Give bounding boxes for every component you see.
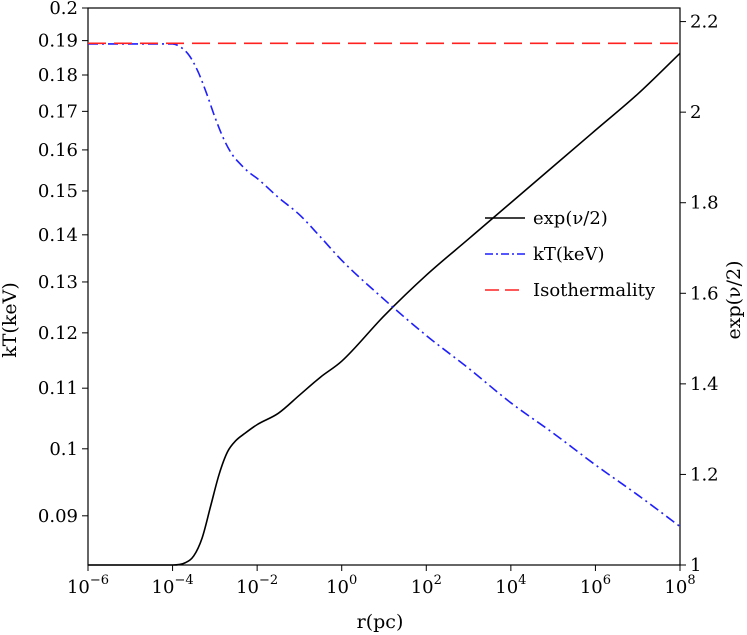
y-left-tick-label: 0.19 xyxy=(38,31,78,52)
y-left-tick-label: 0.11 xyxy=(38,378,78,399)
y-left-tick-label: 0.2 xyxy=(49,0,78,19)
y-axis-left: 0.09 0.1 0.11 0.12 0.13 0.14 0.15 0.16 0.17 0.18 0… xyxy=(38,0,88,527)
y-right-tick-label: 1.2 xyxy=(690,464,719,485)
y-right-tick-label: 1.4 xyxy=(690,374,719,395)
y-axis-left-title: kT(keV) xyxy=(0,282,21,358)
legend: exp(ν/2) kT(keV) Isothermality xyxy=(485,208,656,301)
plot-border xyxy=(87,7,681,566)
plot-frame xyxy=(87,7,681,566)
y-right-tick-label: 1.8 xyxy=(690,193,719,214)
x-tick-label: 108 xyxy=(664,573,695,598)
y-axis-right: 1 1.2 1.4 1.6 1.8 2 2.2 xyxy=(680,12,719,576)
x-tick-label: 10−2 xyxy=(236,573,278,598)
legend-label: kT(keV) xyxy=(533,244,605,265)
y-left-tick-label: 0.13 xyxy=(38,272,78,293)
y-left-tick-label: 0.1 xyxy=(49,439,78,460)
x-tick-label: 100 xyxy=(326,573,357,598)
y-axis-right-title: exp(ν/2) xyxy=(723,261,745,340)
x-tick-label: 104 xyxy=(495,573,526,598)
y-right-tick-label: 2 xyxy=(690,102,701,123)
legend-label: Isothermality xyxy=(533,280,656,301)
legend-label: exp(ν/2) xyxy=(533,208,608,229)
x-axis: 10−6 10−4 10−2 100 102 104 106 108 xyxy=(67,565,696,598)
x-tick-label: 10−6 xyxy=(67,573,109,598)
y-left-tick-label: 0.14 xyxy=(38,225,78,246)
y-left-tick-label: 0.15 xyxy=(38,181,78,202)
series-line-1 xyxy=(87,52,681,566)
series-line-2 xyxy=(88,43,681,528)
x-axis-title: r(pc) xyxy=(357,611,404,633)
y-right-tick-label: 2.2 xyxy=(690,12,719,33)
x-tick-label: 10−4 xyxy=(152,573,194,598)
y-left-tick-label: 0.18 xyxy=(38,65,78,86)
y-left-tick-label: 0.17 xyxy=(38,101,78,122)
y-left-tick-label: 0.09 xyxy=(38,506,78,527)
y-left-tick-label: 0.12 xyxy=(38,323,78,344)
y-right-tick-label: 1 xyxy=(690,555,701,576)
series-lines xyxy=(87,42,681,566)
x-tick-label: 106 xyxy=(580,573,611,598)
x-tick-label: 102 xyxy=(411,573,442,598)
y-left-tick-label: 0.16 xyxy=(38,140,78,161)
y-right-tick-label: 1.6 xyxy=(690,283,719,304)
